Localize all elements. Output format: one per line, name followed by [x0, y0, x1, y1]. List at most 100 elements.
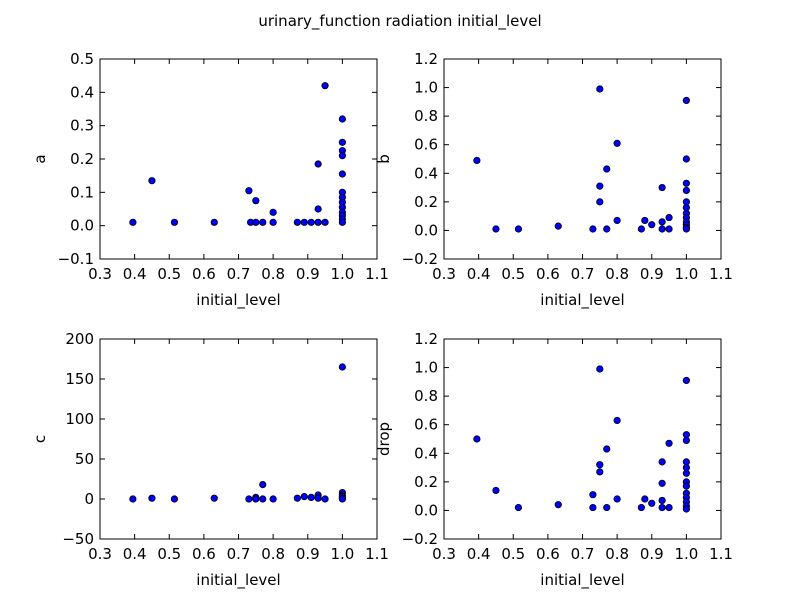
y-tick-label: −0.2	[402, 530, 438, 548]
data-point	[293, 494, 301, 502]
x-tick-label: 0.3	[88, 265, 112, 283]
data-point	[129, 218, 137, 226]
scatter-points	[473, 365, 690, 513]
data-point	[596, 85, 604, 93]
scatter-points	[473, 85, 690, 233]
data-point	[338, 170, 346, 178]
data-point	[658, 225, 666, 233]
x-tick-label: 0.6	[536, 545, 560, 563]
scatter-points	[129, 82, 346, 226]
data-point	[321, 495, 329, 503]
data-point	[596, 182, 604, 190]
subplot-4: 0.3 0.4 0.5 0.6 0.7 0.8 0.9 1.0 1.1 −0.2 0.0 0.2 0.4…	[375, 330, 733, 590]
data-point	[338, 152, 346, 160]
data-point	[637, 225, 645, 233]
y-tick-label: 1.2	[414, 50, 438, 68]
data-point	[338, 495, 346, 503]
data-point	[492, 225, 500, 233]
y-tick-label: 0.2	[414, 193, 438, 211]
x-tick-label: 1.0	[330, 545, 354, 563]
figure-title: urinary_function radiation initial_level	[258, 12, 541, 31]
x-tick-label: 1.1	[365, 265, 389, 283]
x-tick-label: 0.8	[605, 545, 629, 563]
data-point	[613, 139, 621, 147]
x-tick-label: 0.9	[640, 265, 664, 283]
data-point	[148, 494, 156, 502]
x-tick-label: 0.5	[157, 545, 181, 563]
y-tick-label: 0.2	[70, 150, 94, 168]
y-tick-label: 0.4	[414, 164, 438, 182]
data-point	[259, 495, 267, 503]
x-tick-label: 0.4	[123, 265, 147, 283]
data-point	[613, 416, 621, 425]
x-tick-label: 1.1	[709, 265, 733, 283]
x-tick-label: 0.5	[501, 265, 525, 283]
data-point	[682, 469, 690, 477]
data-point	[338, 115, 346, 123]
y-tick-label: −0.1	[58, 250, 94, 268]
data-point	[259, 218, 267, 226]
x-tick-label: 0.6	[536, 265, 560, 283]
y-axis-label: b	[375, 154, 393, 164]
x-axis-label: initial_level	[540, 571, 624, 590]
data-point	[307, 493, 315, 501]
data-point	[665, 439, 673, 447]
data-point	[682, 376, 690, 385]
data-point	[641, 495, 649, 503]
y-tick-label: 0.4	[414, 444, 438, 462]
subplot-2: 0.3 0.4 0.5 0.6 0.7 0.8 0.9 1.0 1.1 −0.2 0.0 0.2 0.4…	[375, 50, 733, 310]
y-tick-label: 100	[65, 410, 94, 428]
data-point	[307, 218, 315, 226]
data-point	[314, 160, 322, 168]
data-point	[269, 495, 277, 503]
data-point	[665, 225, 673, 233]
data-point	[473, 435, 481, 443]
x-tick-label: 0.4	[467, 545, 491, 563]
data-point	[314, 205, 322, 213]
x-tick-label: 1.0	[674, 265, 698, 283]
data-point	[641, 216, 649, 225]
data-point	[603, 445, 611, 453]
data-point	[596, 198, 604, 206]
x-tick-label: 1.1	[365, 545, 389, 563]
x-tick-label: 0.4	[123, 545, 147, 563]
y-axis-label: c	[31, 435, 49, 443]
data-point	[682, 186, 690, 195]
data-point	[148, 177, 156, 185]
y-tick-label: 0.5	[70, 50, 94, 68]
y-tick-label: 0.6	[414, 416, 438, 434]
y-tick-label: 1.0	[414, 79, 438, 97]
x-tick-label: 0.6	[192, 265, 216, 283]
data-point	[648, 499, 656, 507]
y-tick-label: 0.6	[414, 136, 438, 154]
data-point	[269, 218, 277, 226]
y-tick-label: 0.3	[70, 117, 94, 135]
x-tick-label: 0.9	[640, 545, 664, 563]
data-point	[682, 96, 690, 105]
data-point	[210, 494, 218, 502]
data-point	[603, 503, 611, 512]
x-tick-label: 1.0	[330, 265, 354, 283]
x-tick-label: 0.7	[571, 265, 595, 283]
data-point	[245, 495, 253, 503]
y-tick-label: 0.8	[414, 107, 438, 125]
data-point	[665, 503, 673, 512]
data-point	[321, 218, 329, 226]
data-point	[252, 218, 260, 226]
data-point	[682, 225, 690, 233]
data-point	[492, 486, 500, 495]
data-point	[637, 503, 645, 512]
data-point	[269, 208, 277, 216]
y-tick-label: −0.2	[402, 250, 438, 268]
x-tick-label: 0.7	[227, 265, 251, 283]
data-point	[293, 218, 301, 226]
y-tick-label: 0.0	[414, 221, 438, 239]
data-point	[245, 187, 253, 195]
y-tick-label: 50	[75, 450, 94, 468]
data-point	[170, 495, 179, 503]
data-point	[648, 221, 656, 229]
data-point	[514, 225, 523, 233]
x-axis-label: initial_level	[540, 291, 624, 310]
x-axis-label: initial_level	[196, 571, 280, 590]
